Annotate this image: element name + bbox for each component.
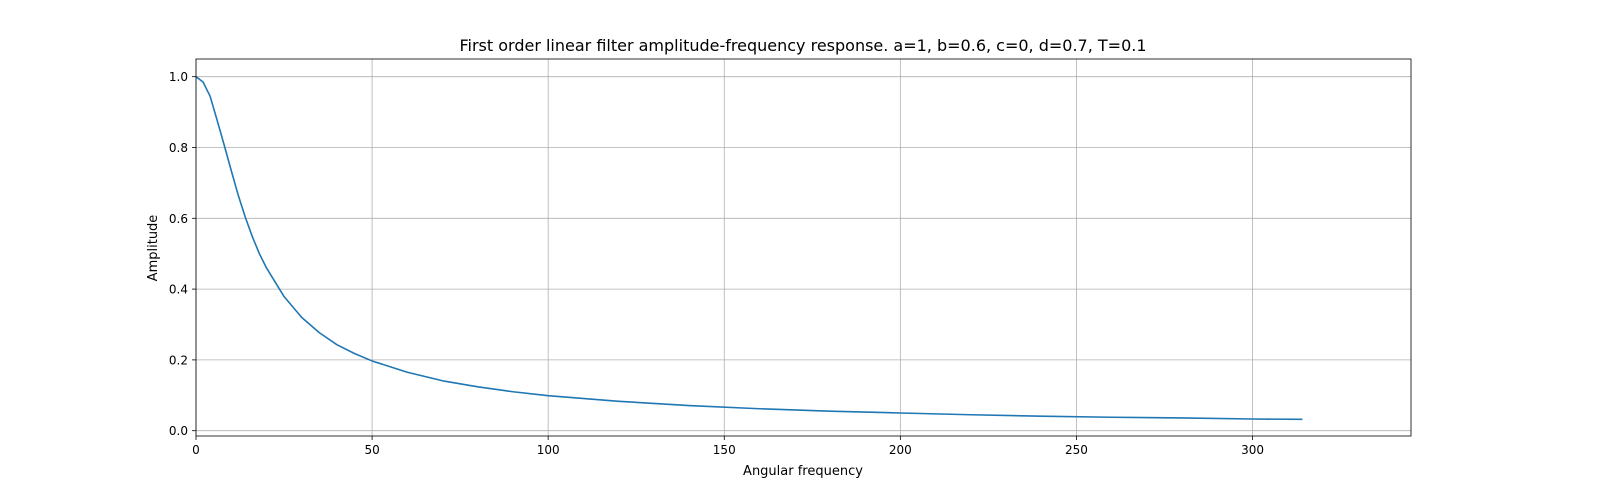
- x-tick-label: 50: [364, 443, 379, 457]
- chart-title: First order linear filter amplitude-freq…: [459, 36, 1146, 55]
- plot-area: [195, 76, 1303, 421]
- axes-frame: [195, 58, 1412, 437]
- x-tick-label: 0: [192, 443, 200, 457]
- x-axis-label: Angular frequency: [743, 464, 863, 479]
- x-axis: 0 50 100 150 200 250 300: [192, 436, 1264, 457]
- y-tick-label: 0.6: [169, 212, 188, 226]
- x-tick-label: 300: [1241, 443, 1264, 457]
- y-tick-label: 1.0: [169, 70, 188, 84]
- y-tick-label: 0.2: [169, 353, 188, 367]
- y-tick-label: 0.0: [169, 424, 188, 438]
- y-axis-label: Amplitude: [146, 215, 161, 282]
- y-tick-label: 0.8: [169, 141, 188, 155]
- x-tick-label: 100: [537, 443, 560, 457]
- x-tick-label: 250: [1065, 443, 1088, 457]
- y-axis: 0.0 0.2 0.4 0.6 0.8 1.0: [169, 70, 196, 438]
- y-tick-label: 0.4: [169, 283, 188, 297]
- x-tick-label: 200: [889, 443, 912, 457]
- grid: [195, 59, 1411, 436]
- x-tick-label: 150: [713, 443, 736, 457]
- amplitude-line: [195, 76, 1303, 421]
